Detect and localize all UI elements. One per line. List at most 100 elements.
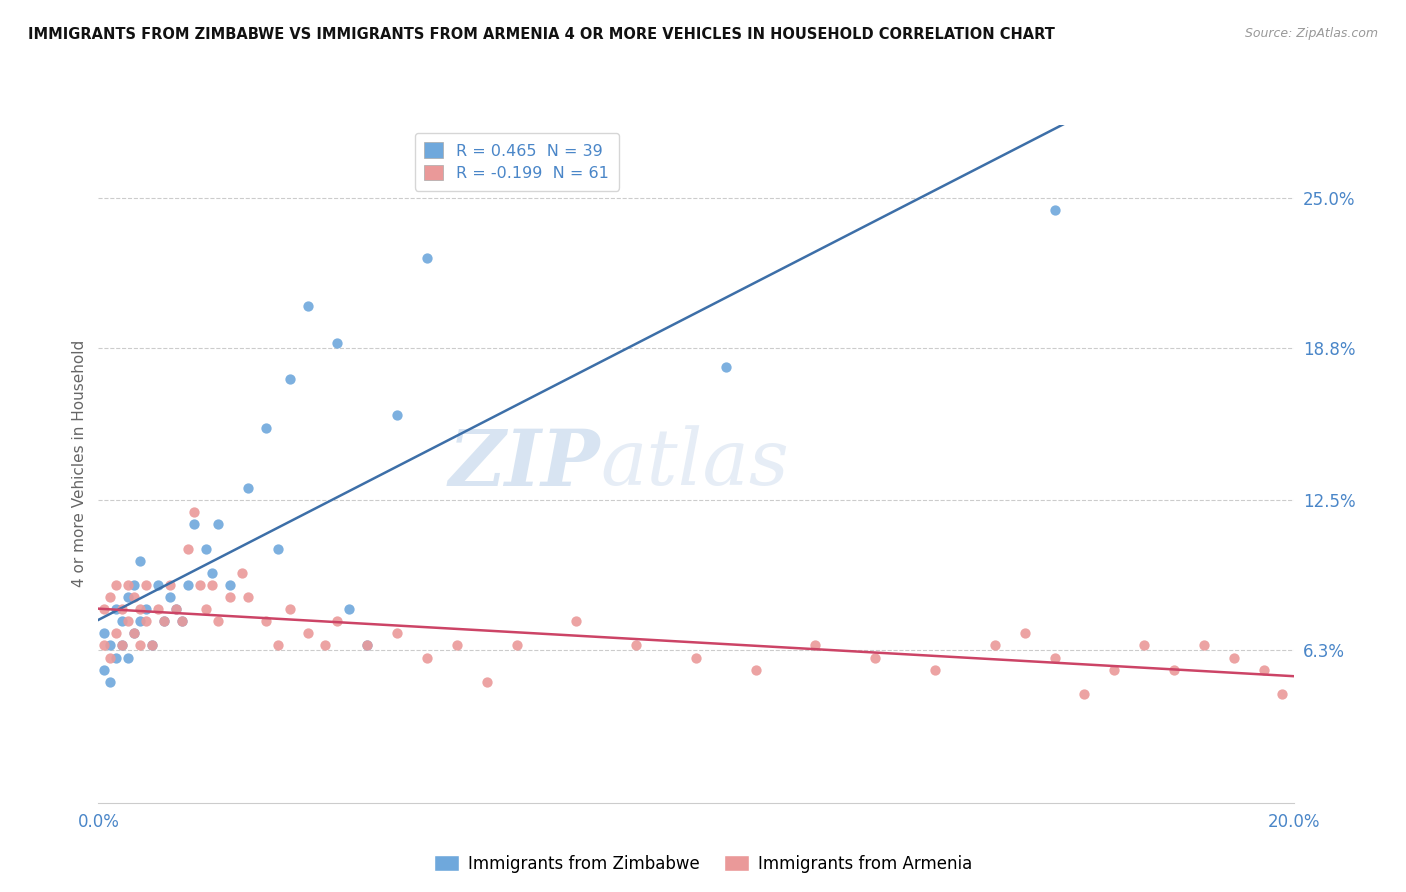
Point (714, 359, 737, 374)
Point (1133, 639, 1156, 653)
Point (416, 251, 439, 265)
Point (1163, 663, 1185, 677)
Point (117, 578, 139, 592)
Point (1104, 663, 1126, 677)
Point (565, 614, 588, 628)
Point (93, 639, 115, 653)
Point (172, 614, 194, 628)
Point (745, 663, 768, 677)
Point (141, 639, 163, 653)
Point (129, 554, 152, 568)
Point (159, 578, 181, 592)
Point (153, 614, 176, 628)
Point (117, 614, 139, 628)
Point (129, 639, 152, 653)
Point (165, 602, 187, 616)
Point (135, 578, 157, 592)
Point (129, 614, 152, 628)
Point (1014, 626, 1036, 640)
Point (219, 590, 242, 604)
Point (105, 650, 128, 665)
Point (865, 650, 887, 665)
Point (297, 626, 319, 640)
Point (201, 566, 224, 580)
Legend: Immigrants from Zimbabwe, Immigrants from Armenia: Immigrants from Zimbabwe, Immigrants fro… (427, 848, 979, 880)
Point (254, 420, 277, 434)
Point (98, 650, 122, 665)
Point (297, 300, 319, 314)
Point (159, 590, 181, 604)
Point (177, 578, 200, 592)
Point (194, 541, 218, 556)
Point (207, 517, 229, 532)
Point (278, 372, 301, 386)
Point (124, 626, 146, 640)
Point (117, 650, 139, 665)
Point (219, 578, 242, 592)
Point (172, 614, 194, 628)
Point (278, 602, 301, 616)
Point (339, 602, 360, 616)
Point (194, 602, 218, 616)
Point (385, 626, 409, 640)
Point (183, 517, 205, 532)
Point (111, 614, 134, 628)
Point (685, 650, 707, 665)
Point (207, 614, 229, 628)
Point (98, 590, 122, 604)
Point (105, 602, 128, 616)
Text: IMMIGRANTS FROM ZIMBABWE VS IMMIGRANTS FROM ARMENIA 4 OR MORE VEHICLES IN HOUSEH: IMMIGRANTS FROM ZIMBABWE VS IMMIGRANTS F… (28, 27, 1054, 42)
Point (1192, 639, 1215, 653)
Point (1043, 202, 1066, 217)
Point (111, 639, 134, 653)
Point (98, 674, 122, 689)
Point (177, 541, 200, 556)
Point (111, 639, 134, 653)
Point (267, 639, 290, 653)
Point (201, 578, 224, 592)
Point (141, 639, 163, 653)
Point (117, 590, 139, 604)
Point (105, 626, 128, 640)
Point (356, 639, 378, 653)
Point (506, 639, 529, 653)
Point (129, 602, 152, 616)
Point (153, 614, 176, 628)
Point (804, 639, 827, 653)
Point (236, 590, 259, 604)
Point (326, 335, 349, 350)
Point (624, 639, 647, 653)
Text: Source: ZipAtlas.com: Source: ZipAtlas.com (1244, 27, 1378, 40)
Point (148, 578, 170, 592)
Point (183, 505, 205, 519)
Point (135, 614, 157, 628)
Point (105, 578, 128, 592)
Point (1073, 687, 1095, 701)
Point (148, 602, 170, 616)
Legend: R = 0.465  N = 39, R = -0.199  N = 61: R = 0.465 N = 39, R = -0.199 N = 61 (415, 133, 619, 191)
Point (254, 614, 277, 628)
Point (1043, 650, 1066, 665)
Point (924, 663, 946, 677)
Point (93, 663, 115, 677)
Point (93, 602, 115, 616)
Point (385, 409, 409, 423)
Text: atlas: atlas (600, 425, 789, 502)
Point (416, 650, 439, 665)
Point (326, 614, 349, 628)
Y-axis label: 4 or more Vehicles in Household: 4 or more Vehicles in Household (72, 340, 87, 588)
Point (135, 602, 157, 616)
Point (446, 639, 468, 653)
Point (236, 481, 259, 495)
Point (1271, 687, 1294, 701)
Point (475, 674, 498, 689)
Text: ZIP: ZIP (449, 425, 600, 502)
Point (111, 602, 134, 616)
Point (1223, 650, 1246, 665)
Point (231, 566, 253, 580)
Point (124, 578, 146, 592)
Point (124, 626, 146, 640)
Point (267, 541, 290, 556)
Point (1253, 663, 1275, 677)
Point (315, 639, 337, 653)
